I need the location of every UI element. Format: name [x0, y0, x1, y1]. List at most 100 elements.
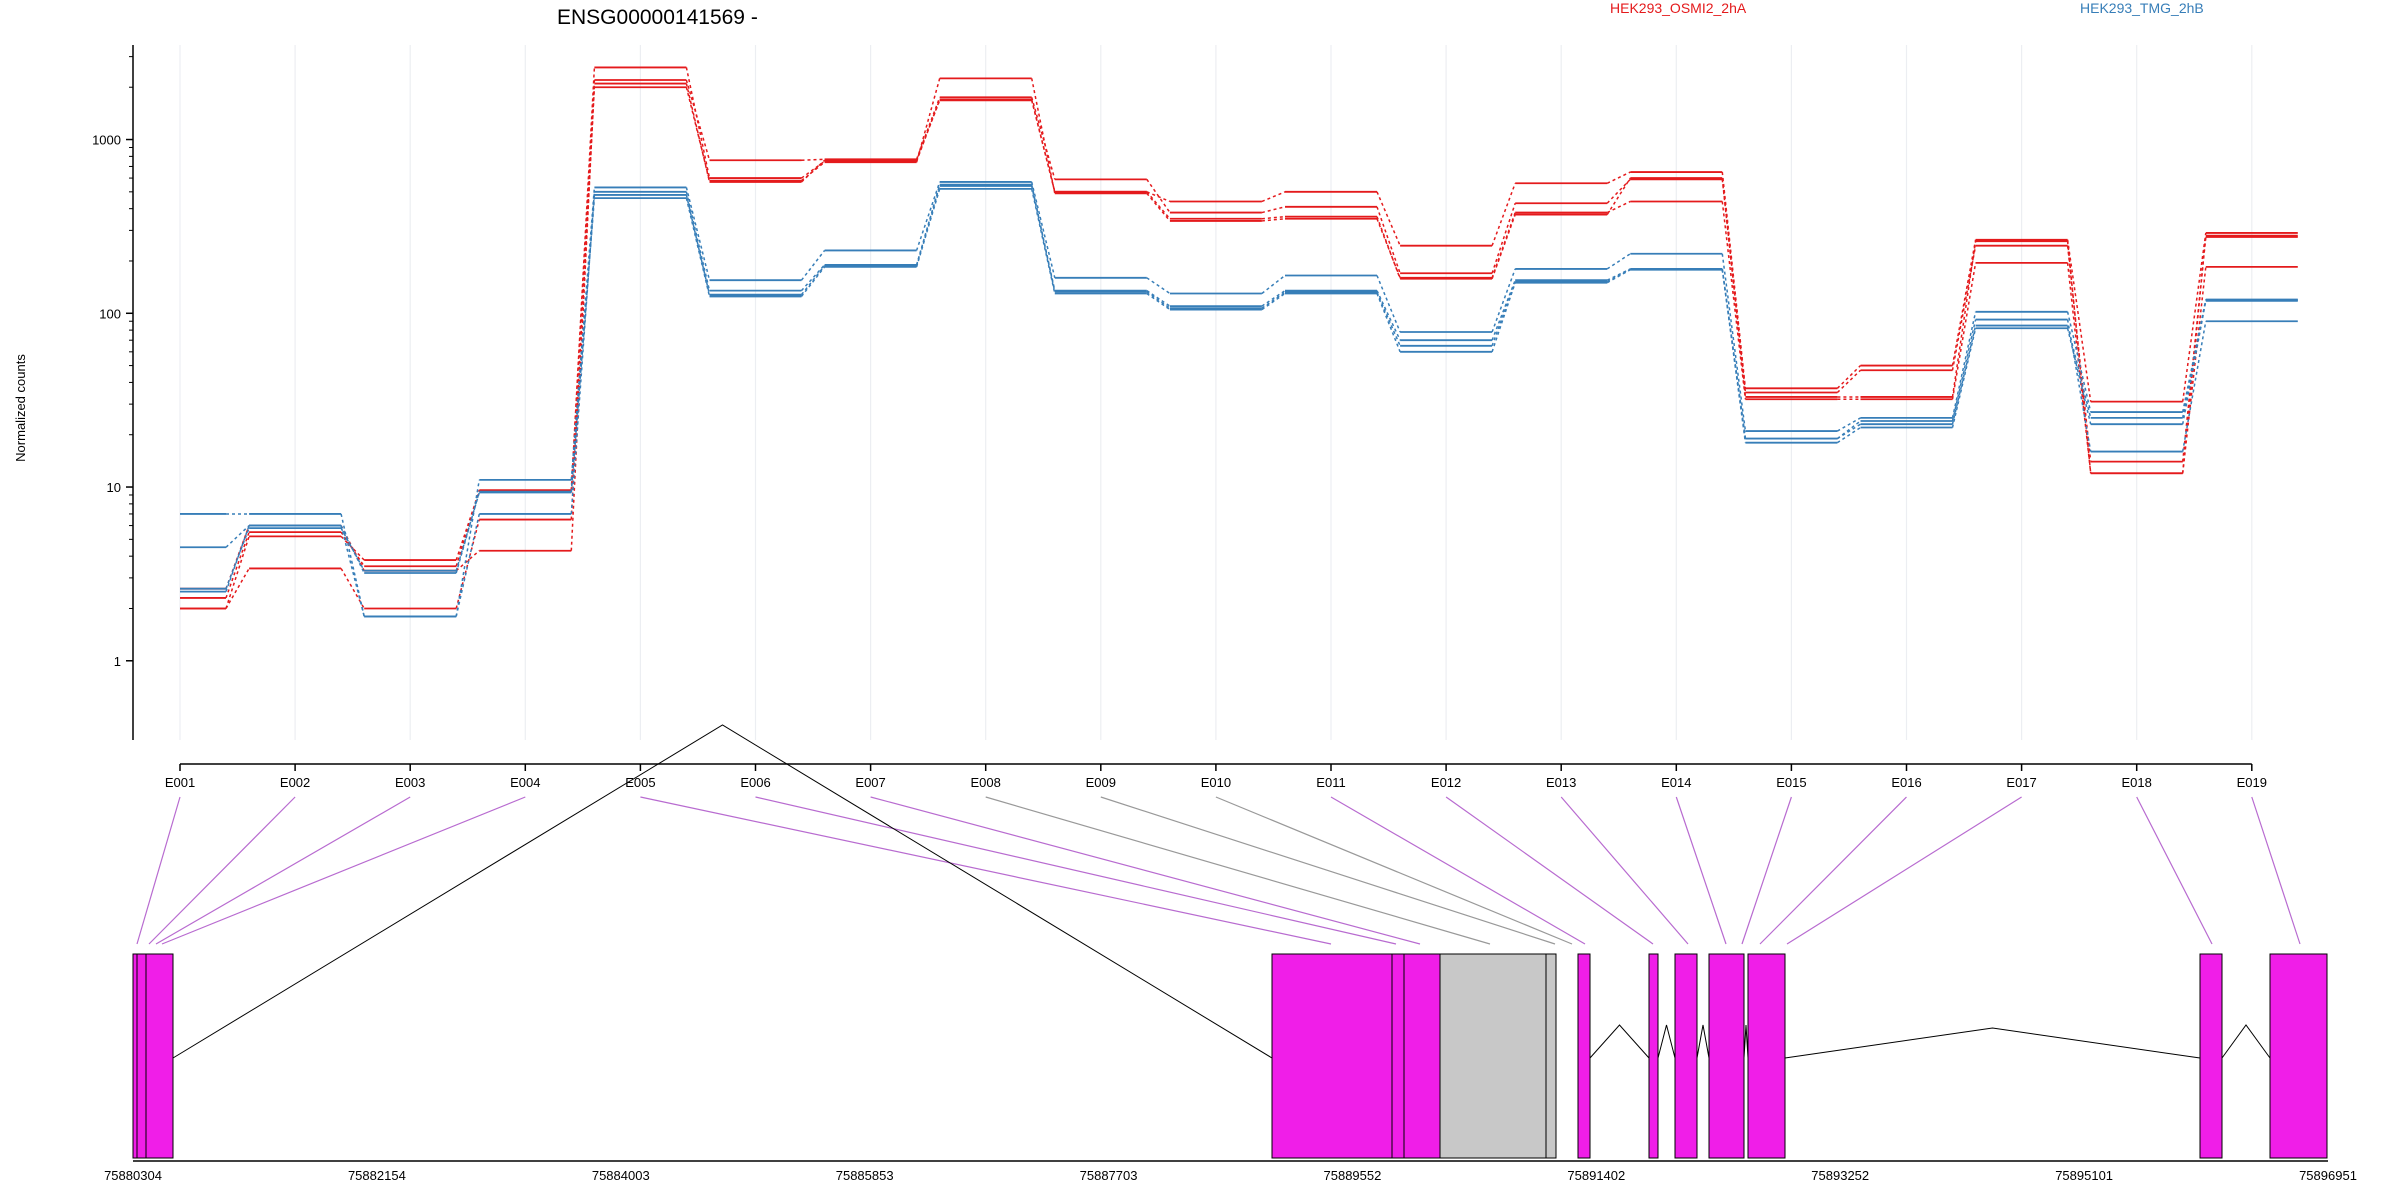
series-6-step: [2181, 321, 2207, 452]
x-tick-label-e005: E005: [625, 775, 655, 790]
series-1-step: [1951, 239, 1977, 366]
genomic-tick-label-8: 75893252: [1811, 1168, 1869, 1183]
x-tick-label-e015: E015: [1776, 775, 1806, 790]
genomic-tick-label-7: 75891402: [1567, 1168, 1625, 1183]
exon-block-4: [1577, 953, 1591, 1159]
x-tick-label-e003: E003: [395, 775, 425, 790]
series-7-step: [685, 197, 711, 297]
series-5-step: [1376, 275, 1401, 333]
series-6: [180, 183, 2298, 618]
chart-title: ENSG00000141569 -: [557, 6, 758, 29]
exon-block-3: [1439, 953, 1557, 1159]
x-tick-label-e019: E019: [2237, 775, 2267, 790]
series-2-step: [801, 158, 825, 161]
series-1-step: [225, 536, 250, 609]
series-3-step: [455, 519, 481, 609]
intron-7: [2221, 1024, 2271, 1059]
exon-connector-e004: [161, 796, 526, 945]
series-8-step: [1376, 292, 1401, 347]
exon-block-7: [1708, 953, 1745, 1159]
series-5-step: [1491, 268, 1516, 333]
series-8-step: [685, 194, 711, 295]
series-1-step: [1606, 171, 1631, 184]
x-tick-label-e001: E001: [165, 775, 195, 790]
series-7-step: [455, 492, 481, 571]
x-tick-label-e013: E013: [1546, 775, 1576, 790]
series-4-step: [455, 550, 480, 572]
series-4-step: [800, 159, 826, 183]
series-7-step: [1951, 328, 1977, 428]
exon-connector-e009: [1100, 796, 1556, 945]
exon-connector-e001: [136, 796, 181, 945]
series-6-step: [2066, 319, 2092, 452]
y-axis-label: Normalized counts: [13, 354, 28, 462]
genomic-tick-label-9: 75895101: [2055, 1168, 2113, 1183]
x-tick-label-e010: E010: [1201, 775, 1231, 790]
genomic-tick-label-3: 75884003: [592, 1168, 650, 1183]
x-tick-label-e011: E011: [1316, 775, 1345, 790]
series-8-step: [1030, 185, 1056, 292]
y-tick-label-100: 100: [99, 306, 121, 321]
series-8-step: [1261, 291, 1286, 309]
x-tick-label-e007: E007: [855, 775, 885, 790]
series-4-step: [1491, 214, 1516, 280]
series-1-step: [801, 160, 826, 179]
series-8: [180, 185, 2298, 593]
count-series: [180, 66, 2298, 618]
x-tick-label-e002: E002: [280, 775, 310, 790]
exon-connector-e014: [1675, 796, 1727, 945]
x-tick-label-e018: E018: [2122, 775, 2152, 790]
exon-connector-e016: [1759, 796, 1907, 945]
series-8-step: [1837, 423, 1861, 440]
exon-connectors: [136, 796, 2301, 945]
genomic-tick-label-1: 75880304: [104, 1168, 162, 1183]
series-3-step: [1606, 200, 1631, 214]
series-8-step: [570, 194, 596, 492]
series-8-step: [915, 185, 941, 266]
series-3-step: [1030, 78, 1056, 194]
exon-connector-e011: [1330, 796, 1586, 945]
series-5-step: [1951, 311, 1977, 419]
series-8-step: [455, 491, 481, 574]
intron-3: [1657, 1024, 1676, 1059]
exon-connector-e008: [985, 796, 1491, 945]
series-5-step: [570, 187, 596, 480]
series-5-step: [1030, 181, 1056, 278]
y-axis: 1 10 100 1000: [92, 45, 134, 740]
series-4-step: [1721, 177, 1747, 398]
exon-block-1: [132, 953, 174, 1159]
series-4-step: [1376, 216, 1401, 280]
exon-connector-e015: [1741, 796, 1792, 945]
series-8-step: [2066, 325, 2092, 419]
series-3: [180, 77, 2298, 610]
series-7-step: [2066, 328, 2092, 425]
series-5-step: [1146, 277, 1171, 295]
legend-label-osmi2: HEK293_OSMI2_2hA: [1610, 0, 1747, 16]
series-8-step: [1951, 325, 1977, 425]
series-3-step: [1951, 262, 1977, 400]
genomic-axis: 75880304 75882154 75884003 75885853 75887703…: [104, 1160, 2357, 1183]
series-7: [180, 187, 2298, 590]
series-8-step: [1721, 269, 1747, 439]
series-2-step: [1376, 206, 1401, 274]
series-6-step: [225, 525, 250, 548]
series-5-step: [1606, 253, 1631, 270]
intron-2: [1589, 1024, 1650, 1059]
series-5-step: [685, 187, 711, 281]
series-2-step: [685, 79, 711, 161]
series-4: [180, 82, 2298, 590]
intron-1: [172, 724, 1273, 1059]
series-6-step: [340, 525, 365, 617]
series-7-step: [800, 266, 826, 297]
exon-connector-e018: [2136, 796, 2213, 945]
x-tick-label-e014: E014: [1661, 775, 1691, 790]
series-2-step: [1836, 369, 1862, 394]
x-tick-label-e006: E006: [740, 775, 770, 790]
y-tick-label-1000: 1000: [92, 133, 121, 148]
series-2-step: [1491, 202, 1516, 274]
genomic-tick-label-6: 75889552: [1324, 1168, 1382, 1183]
series-1: [180, 66, 2298, 610]
intron-6: [1784, 1027, 2201, 1059]
series-8-step: [1491, 281, 1516, 347]
series-7-step: [1261, 292, 1286, 311]
